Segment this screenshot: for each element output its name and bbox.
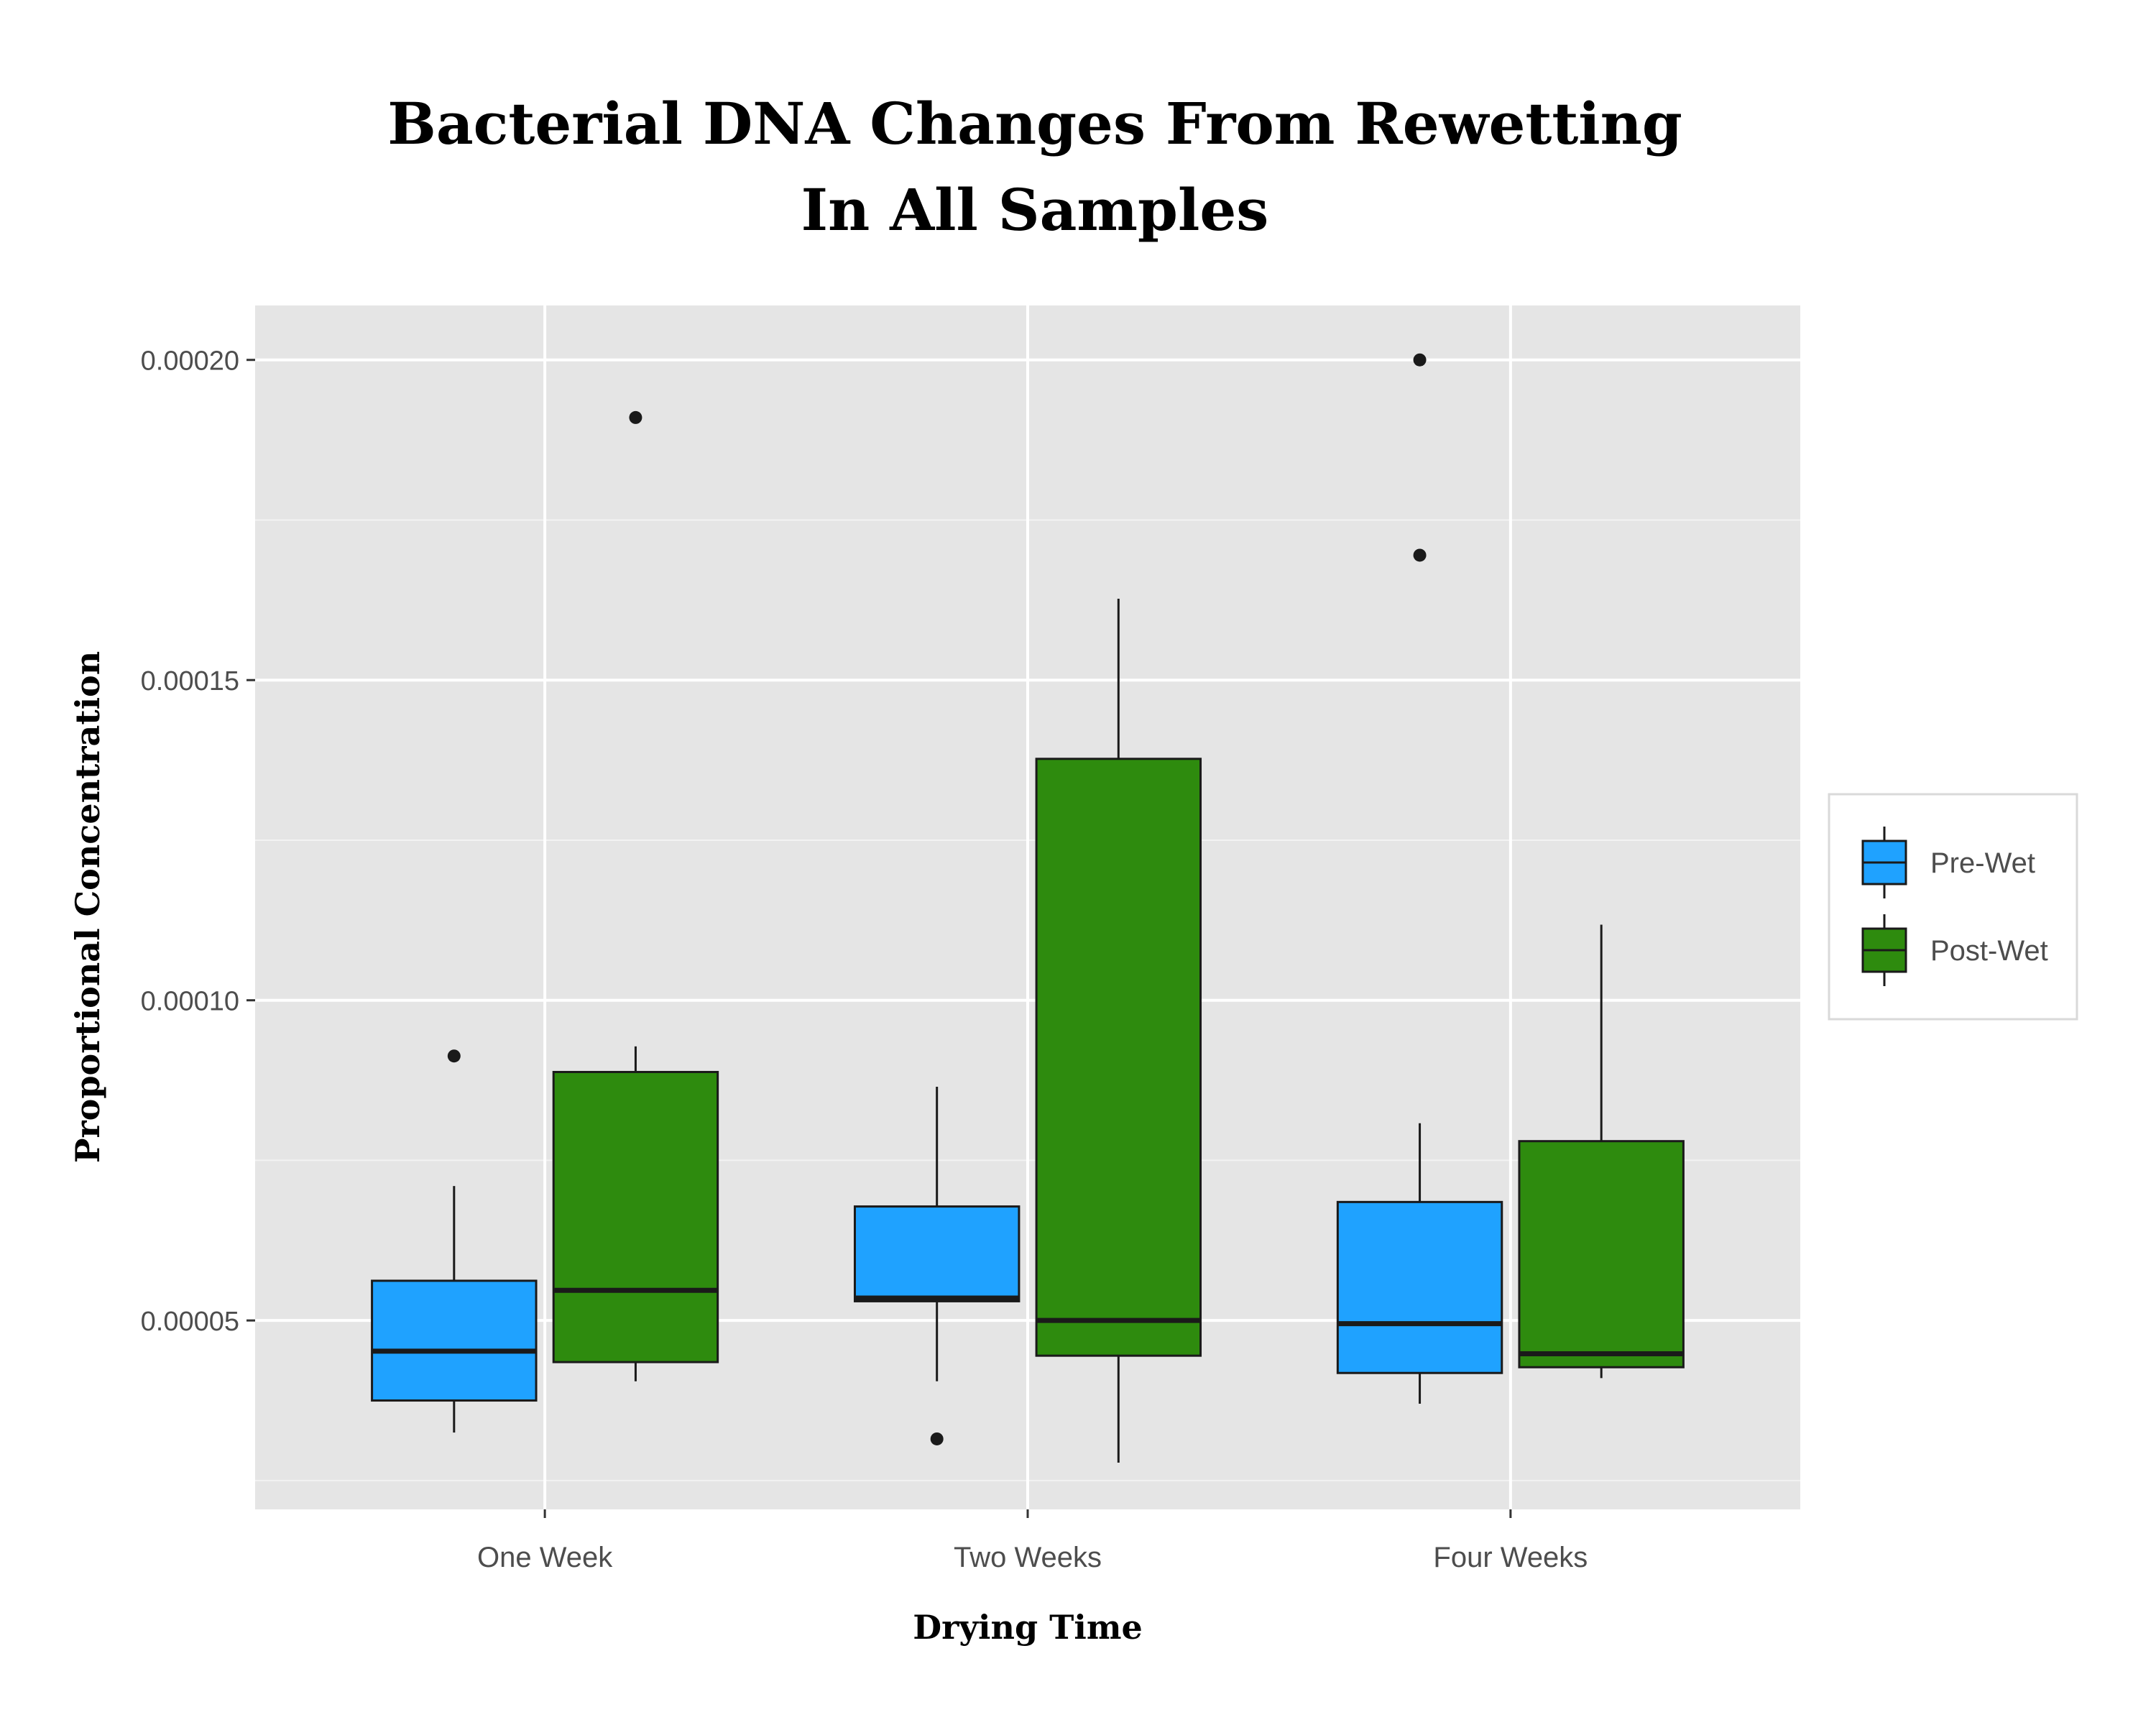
box-iqr xyxy=(853,1205,1021,1302)
y-tick-label: 0.00020 xyxy=(141,346,239,377)
x-axis-title: Drying Time xyxy=(913,1608,1143,1647)
legend-item-post-wet: Post-Wet xyxy=(1861,914,2048,986)
outlier-point xyxy=(629,410,642,424)
box-pre-wet xyxy=(853,1086,1021,1445)
outlier-point xyxy=(930,1432,944,1445)
x-tick-label: Four Weeks xyxy=(1433,1542,1588,1573)
legend-label-pre-wet: Pre-Wet xyxy=(1930,847,2035,879)
legend-item-pre-wet: Pre-Wet xyxy=(1861,827,2035,898)
legend-frame xyxy=(1828,793,2078,1021)
box-iqr xyxy=(1336,1200,1503,1374)
y-tick-label: 0.00005 xyxy=(141,1307,239,1337)
legend: Pre-Wet Post-Wet xyxy=(1828,793,2078,1021)
x-tick-label: Two Weeks xyxy=(954,1542,1102,1573)
box-iqr xyxy=(1518,1140,1685,1368)
y-tick-label: 0.00010 xyxy=(141,987,239,1017)
chart-title-line-2: In All Samples xyxy=(801,176,1269,244)
y-axis-title: Proportional Concentration xyxy=(68,651,107,1163)
chart-title-line-1: Bacterial DNA Changes From Rewetting xyxy=(387,90,1682,157)
outlier-point xyxy=(447,1049,461,1063)
outlier-point xyxy=(1413,548,1427,562)
box-post-wet xyxy=(1518,924,1685,1379)
boxes-layer xyxy=(371,353,1685,1463)
x-axis: One Week Two Weeks Four Weeks xyxy=(477,1509,1588,1573)
box-iqr xyxy=(552,1070,719,1363)
y-tick-label: 0.00015 xyxy=(141,666,239,696)
box-post-wet xyxy=(1035,599,1202,1463)
y-axis: 0.00005 0.00010 0.00015 0.00020 xyxy=(141,346,255,1337)
grid-major xyxy=(255,305,1800,1509)
box-post-wet xyxy=(552,410,719,1381)
box-iqr xyxy=(371,1279,538,1402)
outlier-point xyxy=(1413,353,1427,367)
legend-label-post-wet: Post-Wet xyxy=(1930,935,2048,967)
box-pre-wet xyxy=(371,1049,538,1433)
x-tick-label: One Week xyxy=(477,1542,613,1573)
box-iqr xyxy=(1035,758,1202,1357)
box-pre-wet xyxy=(1336,353,1503,1404)
